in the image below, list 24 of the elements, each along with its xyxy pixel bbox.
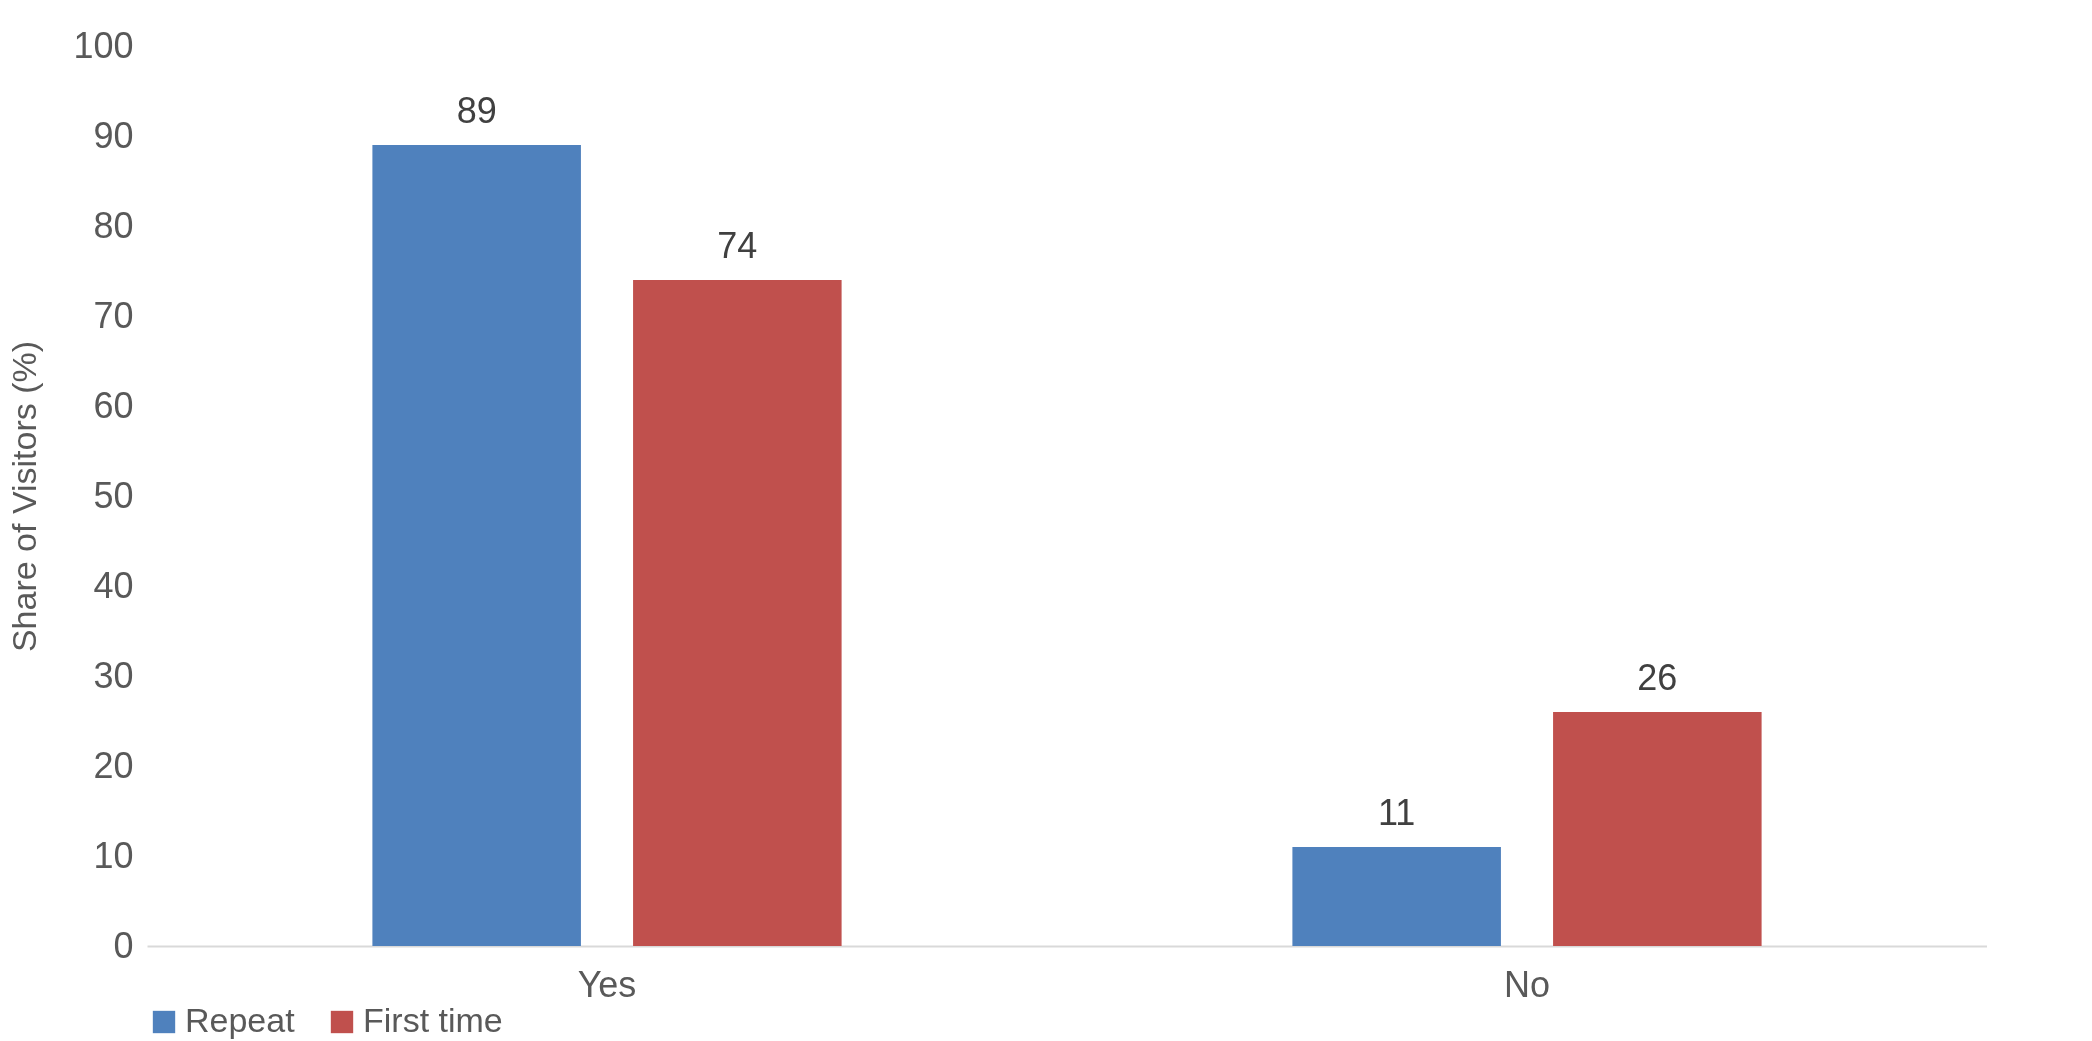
y-tick-label: 10 — [93, 834, 134, 876]
data-label: 26 — [1637, 657, 1678, 698]
y-tick-label: 20 — [93, 744, 134, 786]
y-tick-label: 70 — [93, 294, 134, 336]
data-label: 11 — [1377, 792, 1416, 833]
y-tick-label: 60 — [93, 384, 134, 426]
bar — [633, 280, 842, 946]
y-tick-label: 50 — [93, 474, 134, 516]
legend-label: First time — [363, 1001, 503, 1039]
bar — [372, 145, 581, 946]
bar — [1553, 712, 1762, 946]
y-tick-label: 40 — [93, 564, 134, 606]
x-tick-label: No — [1503, 963, 1551, 1005]
x-tick-label: Yes — [577, 963, 637, 1005]
y-tick-label: 30 — [93, 654, 134, 696]
y-tick-label: 90 — [93, 114, 134, 156]
data-label: 74 — [717, 225, 758, 266]
y-tick-label: 0 — [113, 924, 134, 966]
legend-label: Repeat — [185, 1001, 296, 1039]
y-tick-label: 80 — [93, 204, 134, 246]
data-label: 89 — [456, 90, 497, 131]
y-axis-title: Share of Visitors (%) — [5, 340, 44, 653]
bar — [1292, 847, 1501, 946]
y-tick-label: 100 — [73, 24, 134, 66]
